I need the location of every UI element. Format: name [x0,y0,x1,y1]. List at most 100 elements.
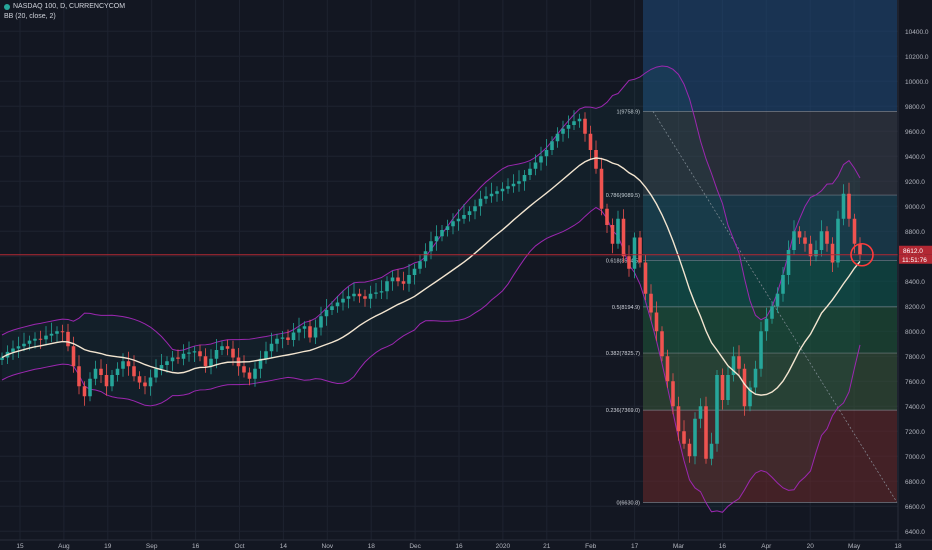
candle-body [715,375,719,444]
candle-body [264,351,268,359]
candle-body [462,215,466,219]
candle-body [803,237,807,244]
x-tick-label: 16 [192,543,200,550]
candle-body [165,361,169,365]
candle-body [126,361,131,367]
fib-upper-zone [643,0,897,112]
candle-body [308,326,312,338]
candle-body [407,275,411,284]
candle-body [412,268,417,275]
candle-body [187,352,191,354]
indicator-label[interactable]: BB (20, close, 2) [4,13,56,20]
candle-body [176,357,180,359]
candle-body [726,375,730,400]
x-tick-label: 16 [455,543,463,550]
candle-body [830,243,835,263]
x-tick-label: 18 [894,543,902,550]
candle-body [451,221,455,227]
candle-body [858,243,862,255]
candle-body [440,230,444,237]
candle-body [286,337,290,340]
candle-body [528,168,532,175]
candle-body [49,333,54,336]
candle-body [616,218,620,244]
candle-body [291,332,296,340]
fib-zone [643,306,897,354]
candle-body [698,406,703,419]
candle-body [720,375,725,400]
candle-body [0,357,4,360]
candle-body [231,348,235,358]
candle-body [577,118,582,122]
candle-body [148,377,153,387]
x-tick-label: Aug [58,543,70,550]
candle-body [357,293,362,297]
y-tick-label: 9800.0 [905,104,925,111]
candle-body [583,118,587,134]
x-tick-label: Apr [761,543,772,550]
y-tick-label: 10400.0 [905,29,929,36]
x-tick-label: 20 [807,543,815,550]
candle-body [374,292,378,294]
x-tick-label: 16 [719,543,727,550]
candle-body [632,237,637,269]
candle-body [599,168,604,209]
candle-body [220,346,224,350]
candle-body [16,346,21,349]
candle-body [159,365,164,369]
candle-body [192,351,197,353]
x-tick-label: 15 [16,543,24,550]
candle-body [660,331,664,357]
candle-body [396,277,400,282]
candle-body [203,356,208,367]
candle-body [731,356,736,375]
candle-body [104,375,109,387]
candle-body [819,231,824,250]
highlight-circle [850,242,874,267]
candle-body [385,281,389,292]
candle-body [506,186,510,189]
candle-body [121,361,125,369]
fib-level-label: 1(9758.9) [616,109,640,115]
candle-body [742,368,747,407]
candle-body [137,376,142,383]
x-axis-panel [0,540,932,550]
y-tick-label: 9000.0 [905,204,925,211]
fib-zone [643,410,897,503]
candle-body [555,133,560,142]
candle-body [93,368,98,379]
candle-body [253,368,257,379]
y-tick-label: 10200.0 [905,54,929,61]
candle-body [22,343,26,347]
candle-body [302,326,307,329]
y-tick-label: 9600.0 [905,129,925,136]
candle-body [418,261,422,269]
candle-body [247,372,252,379]
candle-body [775,293,780,307]
candle-body [363,296,367,299]
x-tick-label: 2020 [496,543,511,550]
x-tick-label: 14 [280,543,288,550]
y-tick-label: 7800.0 [905,354,925,361]
fib-level-label: 0.236(7369.0) [606,408,640,414]
candle-body [341,298,345,303]
candle-body [643,262,648,294]
x-tick-label: May [848,543,861,550]
candle-body [324,310,329,317]
y-tick-label: 7200.0 [905,429,925,436]
x-tick-label: 19 [104,543,112,550]
x-tick-label: 17 [631,543,639,550]
symbol-title[interactable]: NASDAQ 100, D, CURRENCYCOM [13,3,126,10]
y-tick-label: 6800.0 [905,479,925,486]
candle-body [792,231,796,250]
candle-body [654,312,659,332]
y-tick-label: 8200.0 [905,304,925,311]
candle-body [484,196,488,199]
candle-body [522,175,527,182]
candle-body [38,338,43,340]
candle-body [346,296,351,299]
x-tick-label: Nov [322,543,334,550]
candle-body [33,338,37,341]
candle-body [814,250,818,257]
